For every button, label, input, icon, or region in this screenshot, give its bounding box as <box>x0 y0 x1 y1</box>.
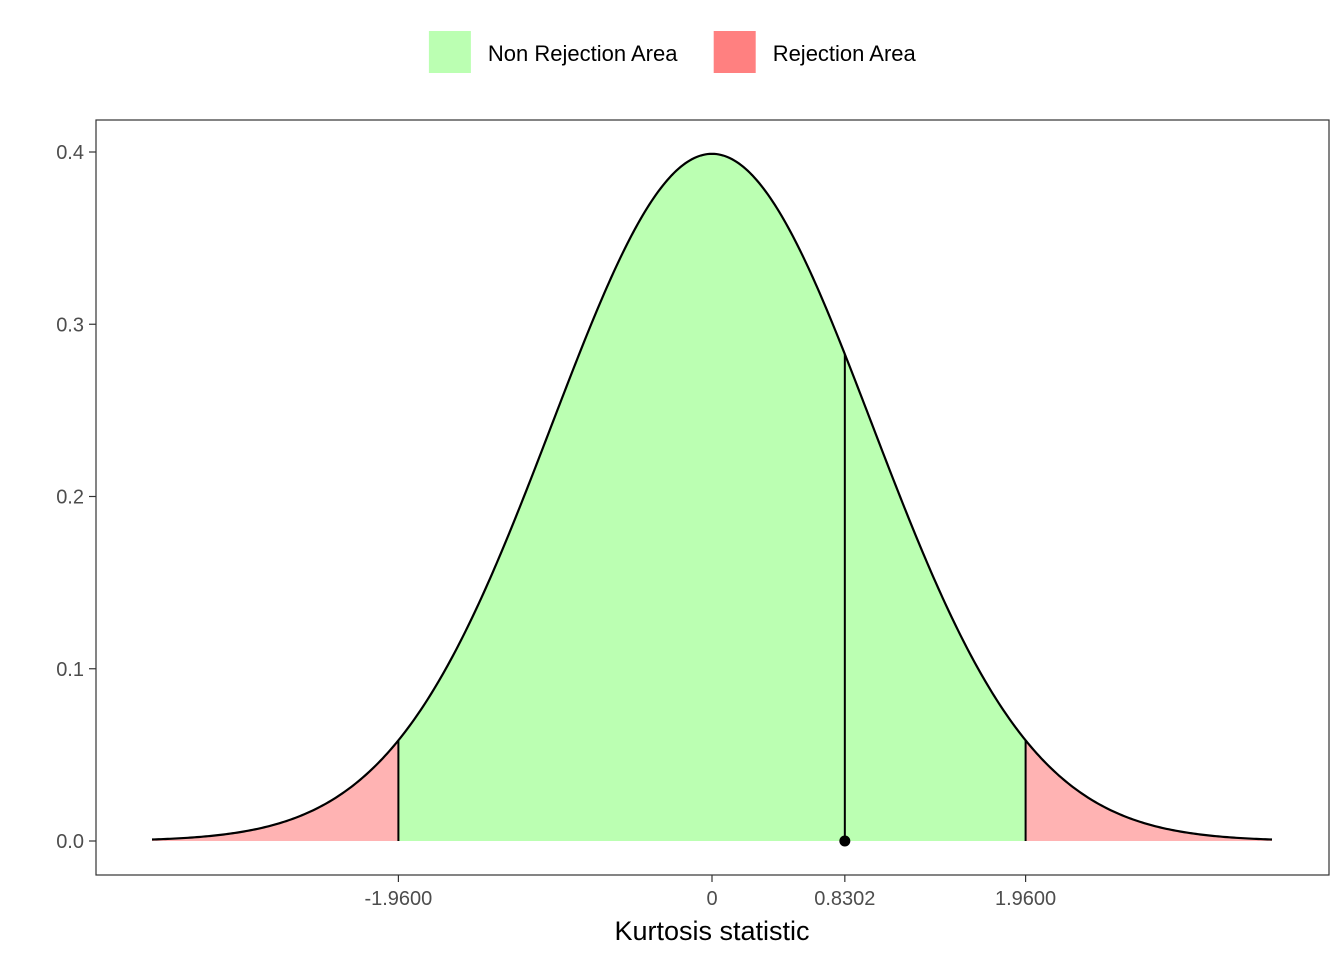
x-tick-label: 0 <box>706 888 717 910</box>
legend-key-0 <box>428 31 471 73</box>
legend-key-1 <box>713 31 756 73</box>
regions <box>152 153 1272 841</box>
legend-label-1: Rejection Area <box>773 41 917 66</box>
marks <box>151 152 1273 847</box>
y-axis: 0.0 0.1 0.2 0.3 0.4 <box>56 142 96 853</box>
y-tick-label: 0.4 <box>56 142 84 164</box>
legend: Non Rejection Area Rejection Area <box>428 31 917 73</box>
rejection-region-2 <box>1025 740 1272 841</box>
y-tick-label: 0.0 <box>56 831 84 853</box>
density-curve <box>151 152 1273 841</box>
legend-label-0: Non Rejection Area <box>488 41 678 66</box>
x-tick-label: 0.8302 <box>814 888 875 910</box>
rejection-region-1 <box>152 740 399 841</box>
x-tick-label: -1.9600 <box>364 888 432 910</box>
test-statistic-point <box>839 835 851 847</box>
x-axis-title: Kurtosis statistic <box>614 916 809 946</box>
plot-area <box>95 119 1330 876</box>
non-rejection-region <box>398 153 1026 841</box>
x-axis: -1.9600 0 0.8302 1.9600 <box>364 875 1056 910</box>
y-tick-label: 0.2 <box>56 487 84 509</box>
y-tick-label: 0.1 <box>56 659 84 681</box>
y-tick-label: 0.3 <box>56 314 84 336</box>
x-tick-label: 1.9600 <box>995 888 1056 910</box>
